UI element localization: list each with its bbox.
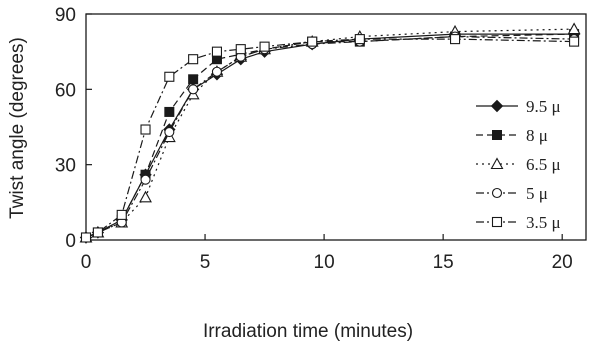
x-tick-label: 15 (433, 252, 454, 273)
y-tick-label: 0 (65, 231, 76, 252)
legend-label: 9.5 μ (526, 97, 561, 116)
data-point (116, 209, 127, 220)
series-4 (80, 34, 580, 243)
data-point (139, 190, 152, 203)
legend-item: 3.5 μ (476, 213, 561, 232)
x-tick-label: 20 (552, 252, 573, 273)
x-tick-label: 5 (200, 252, 211, 273)
data-point (92, 227, 103, 238)
legend-label: 3.5 μ (526, 213, 561, 232)
series-3 (80, 31, 580, 243)
series-layer (79, 22, 581, 244)
y-tick-label: 30 (55, 156, 76, 177)
legend-label: 5 μ (526, 184, 548, 203)
legend-item: 8 μ (476, 126, 548, 145)
data-point (80, 232, 92, 243)
data-point (449, 34, 461, 45)
series-2 (79, 22, 581, 243)
x-axis-title: Irradiation time (minutes) (203, 321, 413, 342)
data-point (164, 126, 175, 138)
data-point (354, 34, 365, 45)
data-point (164, 106, 175, 117)
legend: 9.5 μ 8 μ 6.5 μ 5 μ 3.5 μ (476, 97, 561, 232)
x-tick-label: 10 (314, 252, 335, 273)
data-point (567, 22, 581, 35)
data-point (140, 124, 151, 135)
legend-item: 5 μ (476, 184, 548, 203)
data-point (164, 71, 175, 82)
legend-swatch-marker (490, 157, 504, 170)
data-point (188, 74, 199, 85)
plot-frame (85, 13, 587, 241)
series-0 (79, 27, 581, 244)
data-point (140, 174, 151, 185)
x-tick-label: 0 (81, 252, 92, 273)
axes: 0 5 10 15 20 0 30 60 90 (55, 5, 587, 273)
data-point (569, 36, 580, 47)
series-1 (81, 29, 580, 243)
data-point (211, 66, 223, 77)
legend-item: 9.5 μ (476, 97, 561, 116)
legend-swatch-marker (491, 187, 503, 199)
data-point (307, 36, 318, 47)
legend-label: 8 μ (526, 126, 548, 145)
data-point (211, 46, 223, 57)
legend-label: 6.5 μ (526, 155, 561, 174)
y-axis-title: Twist angle (degrees) (7, 37, 28, 219)
data-point (188, 84, 199, 95)
y-tick-label: 90 (55, 5, 76, 26)
legend-swatch-marker (492, 130, 502, 140)
legend-swatch-marker (490, 99, 504, 113)
legend-item: 6.5 μ (476, 155, 561, 174)
legend-swatch-marker (491, 216, 503, 228)
data-point (188, 54, 199, 65)
data-point (235, 44, 246, 55)
data-point (259, 41, 270, 52)
y-tick-label: 60 (55, 80, 76, 101)
